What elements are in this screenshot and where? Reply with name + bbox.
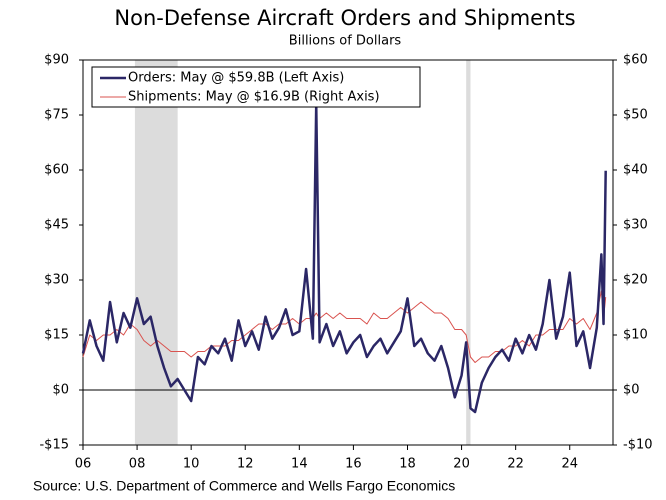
x-tick-label: 12 bbox=[237, 457, 254, 472]
y-tick-label: $75 bbox=[44, 108, 69, 123]
series-line bbox=[81, 102, 607, 414]
x-tick-label: 10 bbox=[183, 457, 200, 472]
chart-title: Non-Defense Aircraft Orders and Shipment… bbox=[114, 6, 575, 30]
y-tick-label: $30 bbox=[44, 273, 69, 288]
y2-tick-label: $20 bbox=[623, 273, 648, 288]
x-tick-label: 20 bbox=[453, 457, 470, 472]
y2-tick-label: $30 bbox=[623, 218, 648, 233]
y-tick-label: -$15 bbox=[39, 438, 69, 453]
chart-subtitle: Billions of Dollars bbox=[289, 34, 402, 49]
x-tick-label: 14 bbox=[291, 457, 308, 472]
x-tick-label: 22 bbox=[507, 457, 524, 472]
legend-box bbox=[91, 66, 421, 108]
x-tick-label: 08 bbox=[129, 457, 146, 472]
y-tick-label: $0 bbox=[52, 383, 69, 398]
recession-band bbox=[134, 60, 178, 445]
y-tick-label: $60 bbox=[44, 163, 69, 178]
y-tick-label: $15 bbox=[44, 328, 69, 343]
recession-band bbox=[466, 60, 471, 445]
y-tick-label: $90 bbox=[44, 53, 69, 68]
source-note: Source: U.S. Department of Commerce and … bbox=[33, 478, 455, 494]
x-tick-label: 18 bbox=[399, 457, 416, 472]
x-tick-label: 16 bbox=[345, 457, 362, 472]
y-tick-label: $45 bbox=[44, 218, 69, 233]
plot-frame bbox=[82, 59, 614, 446]
y2-tick-label: -$10 bbox=[623, 438, 653, 453]
y2-tick-label: $40 bbox=[623, 163, 648, 178]
y2-tick-label: $10 bbox=[623, 328, 648, 343]
y2-tick-label: $0 bbox=[623, 383, 640, 398]
legend-label: Orders: May @ $59.8B (Left Axis) bbox=[128, 71, 344, 86]
x-tick-label: 06 bbox=[75, 457, 92, 472]
y2-tick-label: $50 bbox=[623, 108, 648, 123]
x-tick-label: 24 bbox=[561, 457, 578, 472]
legend-label: Shipments: May @ $16.9B (Right Axis) bbox=[128, 90, 380, 105]
y2-tick-label: $60 bbox=[623, 53, 648, 68]
